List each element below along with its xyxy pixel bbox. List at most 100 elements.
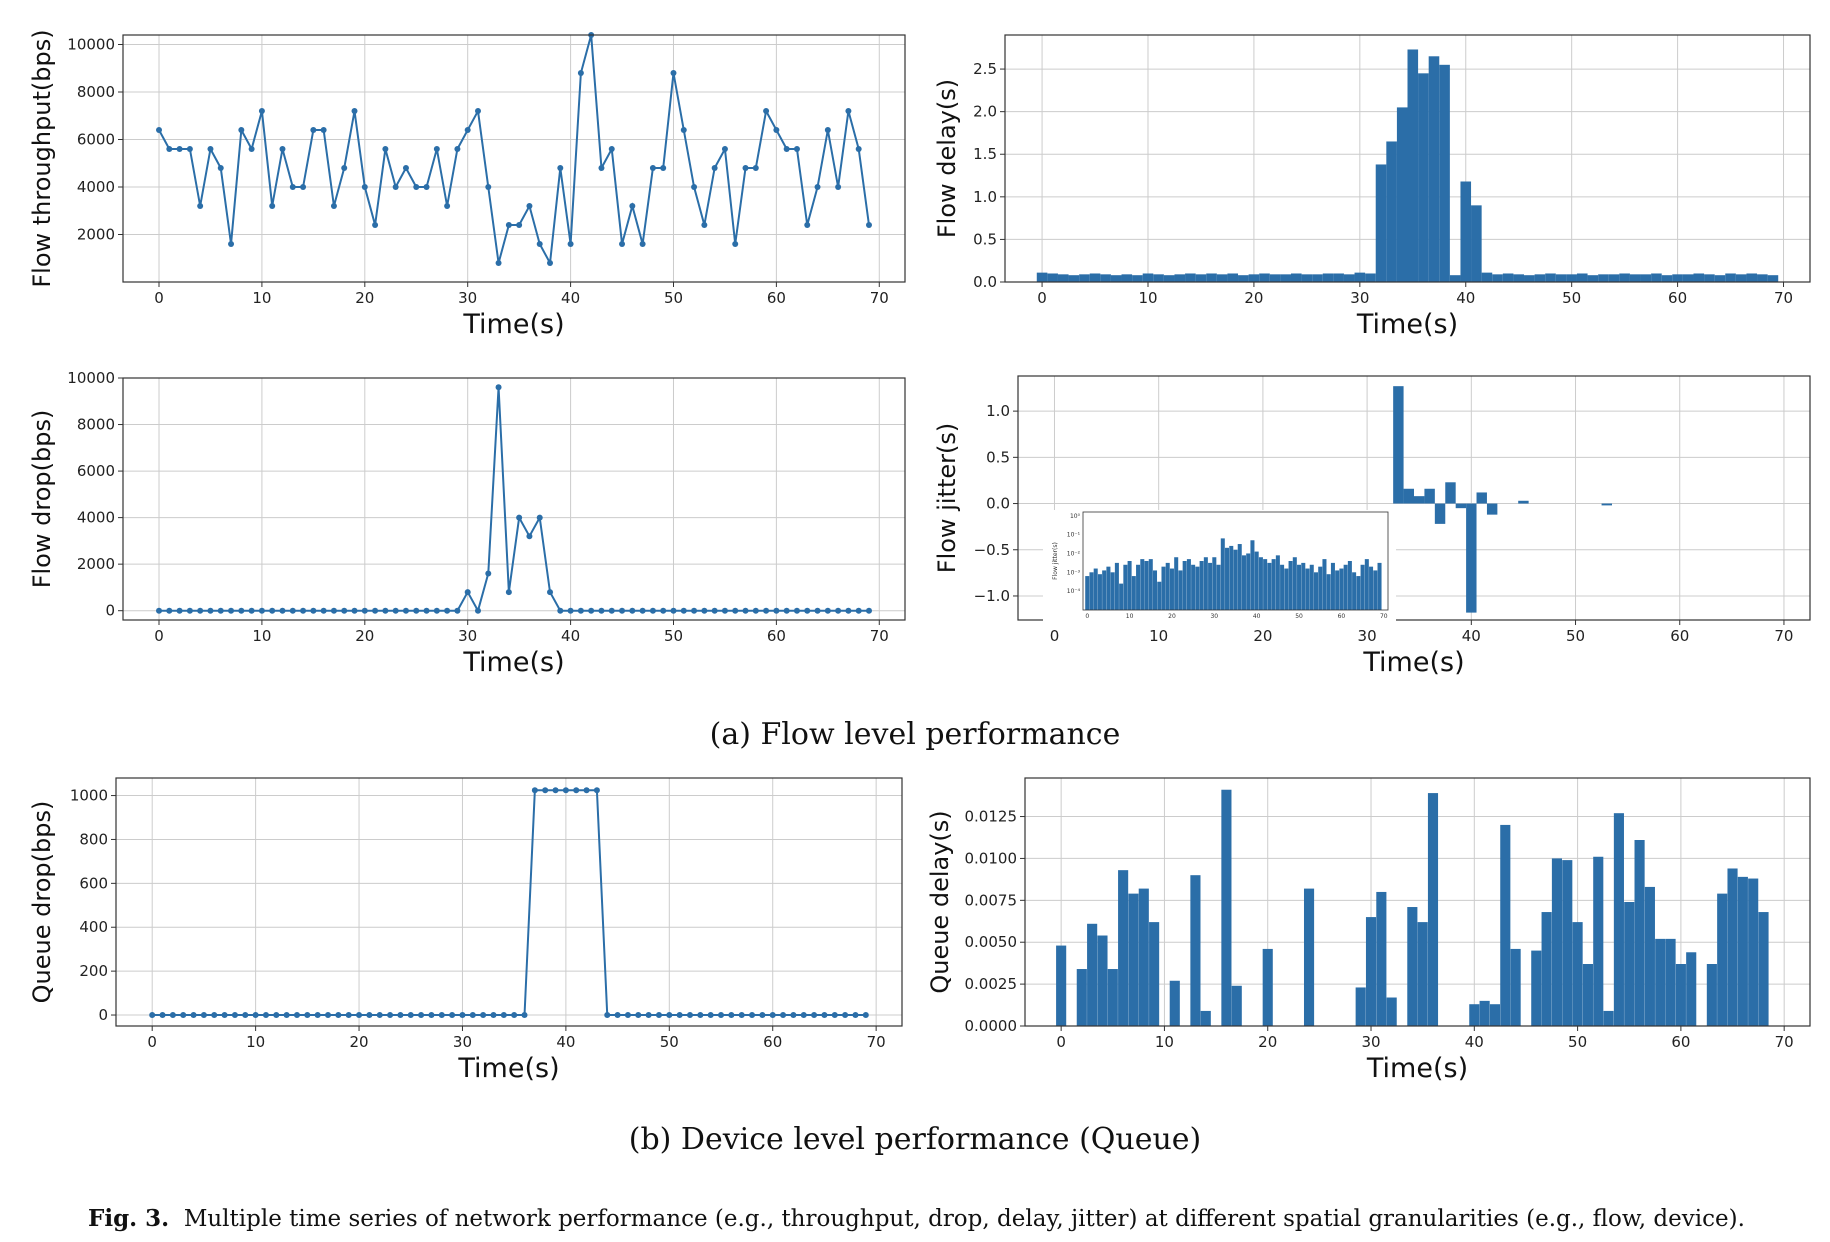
inset-bar: [1364, 559, 1369, 610]
inset-bar: [1085, 576, 1090, 610]
bar: [1206, 273, 1217, 282]
data-point: [231, 1012, 238, 1019]
bar: [1149, 922, 1160, 1026]
data-point: [619, 241, 626, 247]
subcaption-a: (a) Flow level performance: [709, 717, 1121, 752]
chart-queue-delay: 0 10 20 30 40 50 60 70 0.0000 0.0025 0.0050 0.0075 0…: [926, 777, 1811, 1084]
x-tick-label: 30: [458, 627, 477, 645]
data-point: [583, 787, 590, 794]
bar: [1531, 950, 1542, 1026]
inset-bar: [1089, 572, 1094, 610]
inset-bar: [1169, 568, 1174, 610]
data-point: [759, 1012, 766, 1019]
figure-caption: Fig. 3. Multiple time series of network …: [88, 1205, 1788, 1232]
bar: [1562, 860, 1573, 1026]
inset-bar: [1237, 544, 1242, 610]
data-point: [238, 127, 245, 133]
x-axis-label: Time(s): [1366, 1053, 1468, 1084]
y-tick-label: 0.0: [973, 273, 997, 291]
data-point: [814, 184, 821, 190]
bar: [1343, 274, 1355, 282]
inset-bar: [1309, 564, 1314, 610]
data-point: [814, 607, 821, 614]
data-point: [773, 127, 780, 133]
bar: [1492, 274, 1503, 282]
plot-frame: [115, 777, 903, 1027]
x-tick-label: 50: [664, 289, 683, 307]
inset-bar: [1263, 559, 1268, 610]
data-point: [557, 607, 564, 614]
x-tick-label: 10: [252, 289, 271, 307]
x-tick-label: 60: [763, 1033, 782, 1051]
data-point: [166, 146, 173, 152]
x-tick-label: 10: [1155, 1033, 1174, 1051]
x-tick-label: 40: [556, 1033, 575, 1051]
bar: [1619, 273, 1630, 282]
data-point: [619, 607, 626, 614]
bar: [1174, 274, 1186, 282]
inset-bar: [1225, 547, 1230, 610]
data-point: [824, 127, 831, 133]
data-point: [428, 1012, 435, 1019]
y-tick-label: −1.0: [974, 587, 1010, 605]
chart-flow-drop: 0 10 20 30 40 50 60 70 0 2000 4000 6000 8000 10000 Tim…: [28, 369, 906, 678]
x-tick-label: 0: [1056, 1033, 1066, 1051]
inset-chart: 0 10 20 30 40 50 60 70 10⁰ 10⁻¹ 10⁻² 10⁻³ 10⁻⁴ Flow j…: [1043, 510, 1396, 630]
y-tick-label: 400: [79, 918, 108, 936]
data-point: [341, 165, 348, 171]
inset-bar: [1280, 564, 1285, 610]
y-tick-label: 1.5: [973, 145, 997, 163]
inset-bar: [1199, 561, 1204, 610]
bar: [1471, 205, 1482, 282]
data-point: [831, 1012, 838, 1019]
bar: [1407, 49, 1419, 282]
inset-bar: [1288, 561, 1293, 610]
data-point: [341, 607, 348, 614]
plot-frame: [1024, 777, 1811, 1027]
inset-bar: [1165, 562, 1170, 610]
bar: [1603, 1010, 1614, 1026]
inset-bar: [1297, 564, 1302, 610]
data-point: [711, 607, 718, 614]
data-point: [413, 184, 420, 190]
bar: [1097, 935, 1108, 1026]
data-point: [361, 184, 368, 190]
bar: [1566, 274, 1577, 282]
inset-bar: [1347, 561, 1352, 610]
x-tick-label: 20: [349, 1033, 368, 1051]
data-point: [697, 1012, 704, 1019]
inset-bar: [1352, 572, 1357, 610]
inset-bar: [1144, 561, 1149, 610]
data-point: [169, 1012, 176, 1019]
data-point: [542, 787, 549, 794]
data-point: [752, 165, 759, 171]
bar: [1089, 273, 1101, 282]
data-point: [649, 607, 656, 614]
plot-frame: [1017, 375, 1811, 621]
data-point: [536, 241, 543, 247]
y-tick-label: 0.0025: [965, 975, 1018, 993]
data-point: [300, 607, 307, 614]
y-tick-label: 1000: [70, 787, 108, 805]
inset-bar: [1093, 568, 1098, 610]
data-point: [304, 1012, 311, 1019]
bar: [1644, 886, 1655, 1026]
x-tick-label: 0: [147, 1033, 157, 1051]
data-point: [382, 146, 389, 152]
data-point: [279, 146, 286, 152]
data-point: [186, 607, 193, 614]
inset-y-axis-label: Flow jitter(s): [1052, 542, 1059, 580]
bar: [1727, 868, 1738, 1026]
y-tick-label: 0.5: [986, 448, 1010, 466]
bar: [1601, 503, 1612, 506]
data-point: [217, 607, 224, 614]
data-point: [718, 1012, 725, 1019]
data-point: [176, 146, 183, 152]
bar: [1725, 273, 1736, 282]
data-point: [562, 787, 569, 794]
x-tick-label: 20: [1244, 289, 1263, 307]
data-point: [418, 1012, 425, 1019]
data-point: [824, 607, 831, 614]
data-point: [495, 260, 502, 266]
data-point: [258, 607, 265, 614]
